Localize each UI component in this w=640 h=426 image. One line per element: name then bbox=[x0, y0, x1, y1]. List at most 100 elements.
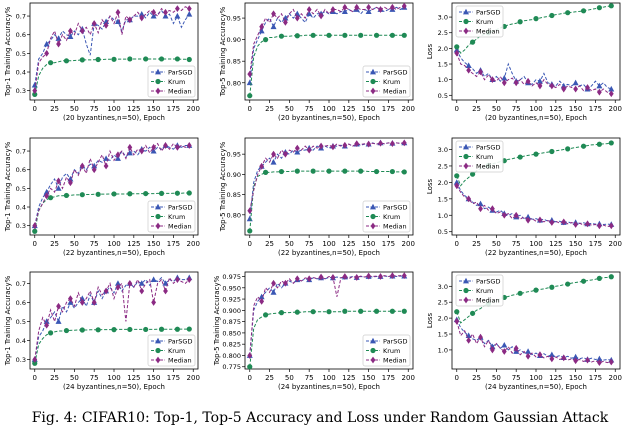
x-tick-label: 150 bbox=[569, 374, 582, 382]
point-krum bbox=[358, 308, 364, 314]
y-axis-label: Top-1 Training Accuracy% bbox=[4, 6, 12, 97]
point-median bbox=[549, 355, 555, 363]
point-krum bbox=[373, 168, 380, 175]
point-median bbox=[573, 221, 579, 228]
point-median bbox=[342, 3, 348, 11]
point-median bbox=[389, 140, 395, 148]
y-tick-label: 0.3 bbox=[16, 222, 26, 230]
point-krum bbox=[580, 8, 587, 14]
y-axis-label: Loss bbox=[426, 43, 434, 59]
point-krum bbox=[127, 56, 133, 62]
x-tick-label: 0 bbox=[248, 105, 252, 113]
point-median bbox=[44, 321, 50, 329]
point-median bbox=[513, 211, 519, 219]
point-krum bbox=[310, 309, 316, 315]
point-median bbox=[186, 142, 192, 149]
subplot-2: 0 25 50 75 100 125 150 175 200 0.80 0.85 0.90 0.95 (2… bbox=[219, 2, 415, 122]
x-tick-label: 175 bbox=[167, 240, 180, 248]
x-tick-label: 200 bbox=[609, 374, 622, 382]
x-tick-label: 100 bbox=[107, 240, 120, 248]
x-tick-label: 75 bbox=[90, 105, 99, 113]
legend-marker-krum bbox=[155, 347, 161, 354]
point-krum bbox=[401, 32, 407, 38]
point-krum bbox=[342, 308, 348, 314]
point-krum bbox=[174, 326, 180, 332]
point-median bbox=[294, 14, 300, 22]
point-parsgd bbox=[67, 299, 74, 305]
x-tick-label: 75 bbox=[305, 374, 314, 382]
point-median bbox=[103, 21, 109, 29]
point-parsgd bbox=[548, 351, 555, 358]
point-krum bbox=[95, 327, 101, 333]
series-line-median bbox=[456, 52, 612, 95]
y-tick-label: 0.975 bbox=[222, 273, 241, 281]
x-tick-label: 25 bbox=[472, 240, 481, 248]
x-tick-label: 25 bbox=[472, 105, 481, 113]
y-tick-label: 0.5 bbox=[438, 92, 448, 100]
point-median bbox=[342, 273, 348, 280]
legend-label: ParSGD bbox=[168, 338, 192, 346]
legend-marker-krum bbox=[463, 18, 469, 25]
point-krum bbox=[111, 191, 117, 197]
point-krum bbox=[326, 32, 332, 38]
point-krum bbox=[608, 274, 614, 280]
legend-label: ParSGD bbox=[476, 9, 500, 17]
point-median bbox=[330, 143, 336, 151]
point-parsgd bbox=[501, 341, 508, 348]
legend-marker-median bbox=[463, 296, 469, 304]
legend-marker-parsgd bbox=[155, 337, 161, 344]
point-median bbox=[79, 299, 85, 306]
x-tick-label: 200 bbox=[402, 240, 415, 248]
point-krum bbox=[127, 191, 133, 197]
point-krum bbox=[342, 168, 348, 174]
point-median bbox=[174, 143, 180, 151]
subplot-1: 0 25 50 75 100 125 150 175 200 0.3 0.4 0.5 0.6 0.7 (20… bbox=[4, 2, 200, 122]
x-tick-label: 200 bbox=[402, 105, 415, 113]
point-krum bbox=[158, 190, 165, 197]
legend-marker-parsgd bbox=[370, 203, 376, 210]
legend-label: ParSGD bbox=[383, 69, 407, 77]
point-median bbox=[247, 70, 253, 78]
point-median bbox=[549, 82, 555, 90]
point-parsgd bbox=[55, 185, 62, 191]
x-tick-label: 25 bbox=[50, 240, 59, 248]
x-tick-label: 50 bbox=[70, 105, 79, 113]
x-tick-label: 75 bbox=[305, 240, 314, 248]
y-tick-label: 0.4 bbox=[16, 69, 26, 77]
point-krum bbox=[470, 310, 476, 316]
point-median bbox=[271, 279, 276, 287]
point-median bbox=[247, 352, 253, 359]
x-tick-label: 100 bbox=[529, 105, 542, 113]
y-tick-label: 2.0 bbox=[438, 179, 448, 187]
point-krum bbox=[342, 32, 348, 38]
legend-marker-median bbox=[370, 222, 376, 230]
x-tick-label: 200 bbox=[187, 105, 200, 113]
x-tick-label: 200 bbox=[402, 374, 415, 382]
legend-marker-parsgd bbox=[370, 68, 376, 75]
x-tick-label: 50 bbox=[492, 240, 501, 248]
x-tick-label: 125 bbox=[342, 240, 355, 248]
point-krum bbox=[174, 56, 180, 62]
subplot-7: 0 25 50 75 100 125 150 175 200 0.3 0.4 0.5 0.6 0.7 (24… bbox=[4, 271, 200, 391]
x-tick-label: 150 bbox=[569, 105, 582, 113]
series-line-median bbox=[456, 185, 612, 228]
point-median bbox=[68, 295, 73, 303]
y-tick-label: 1.0 bbox=[438, 76, 448, 84]
point-median bbox=[247, 207, 253, 215]
point-median bbox=[490, 76, 495, 84]
x-tick-label: 100 bbox=[107, 105, 120, 113]
legend-label: ParSGD bbox=[476, 144, 500, 152]
point-median bbox=[294, 275, 300, 283]
point-median bbox=[466, 336, 472, 344]
point-median bbox=[186, 5, 192, 12]
series-line-parsgd bbox=[249, 6, 405, 83]
point-krum bbox=[454, 309, 460, 315]
point-krum bbox=[533, 151, 539, 157]
x-tick-label: 0 bbox=[455, 105, 459, 113]
point-parsgd bbox=[453, 46, 460, 53]
point-median bbox=[139, 287, 145, 295]
x-tick-label: 50 bbox=[70, 240, 79, 248]
